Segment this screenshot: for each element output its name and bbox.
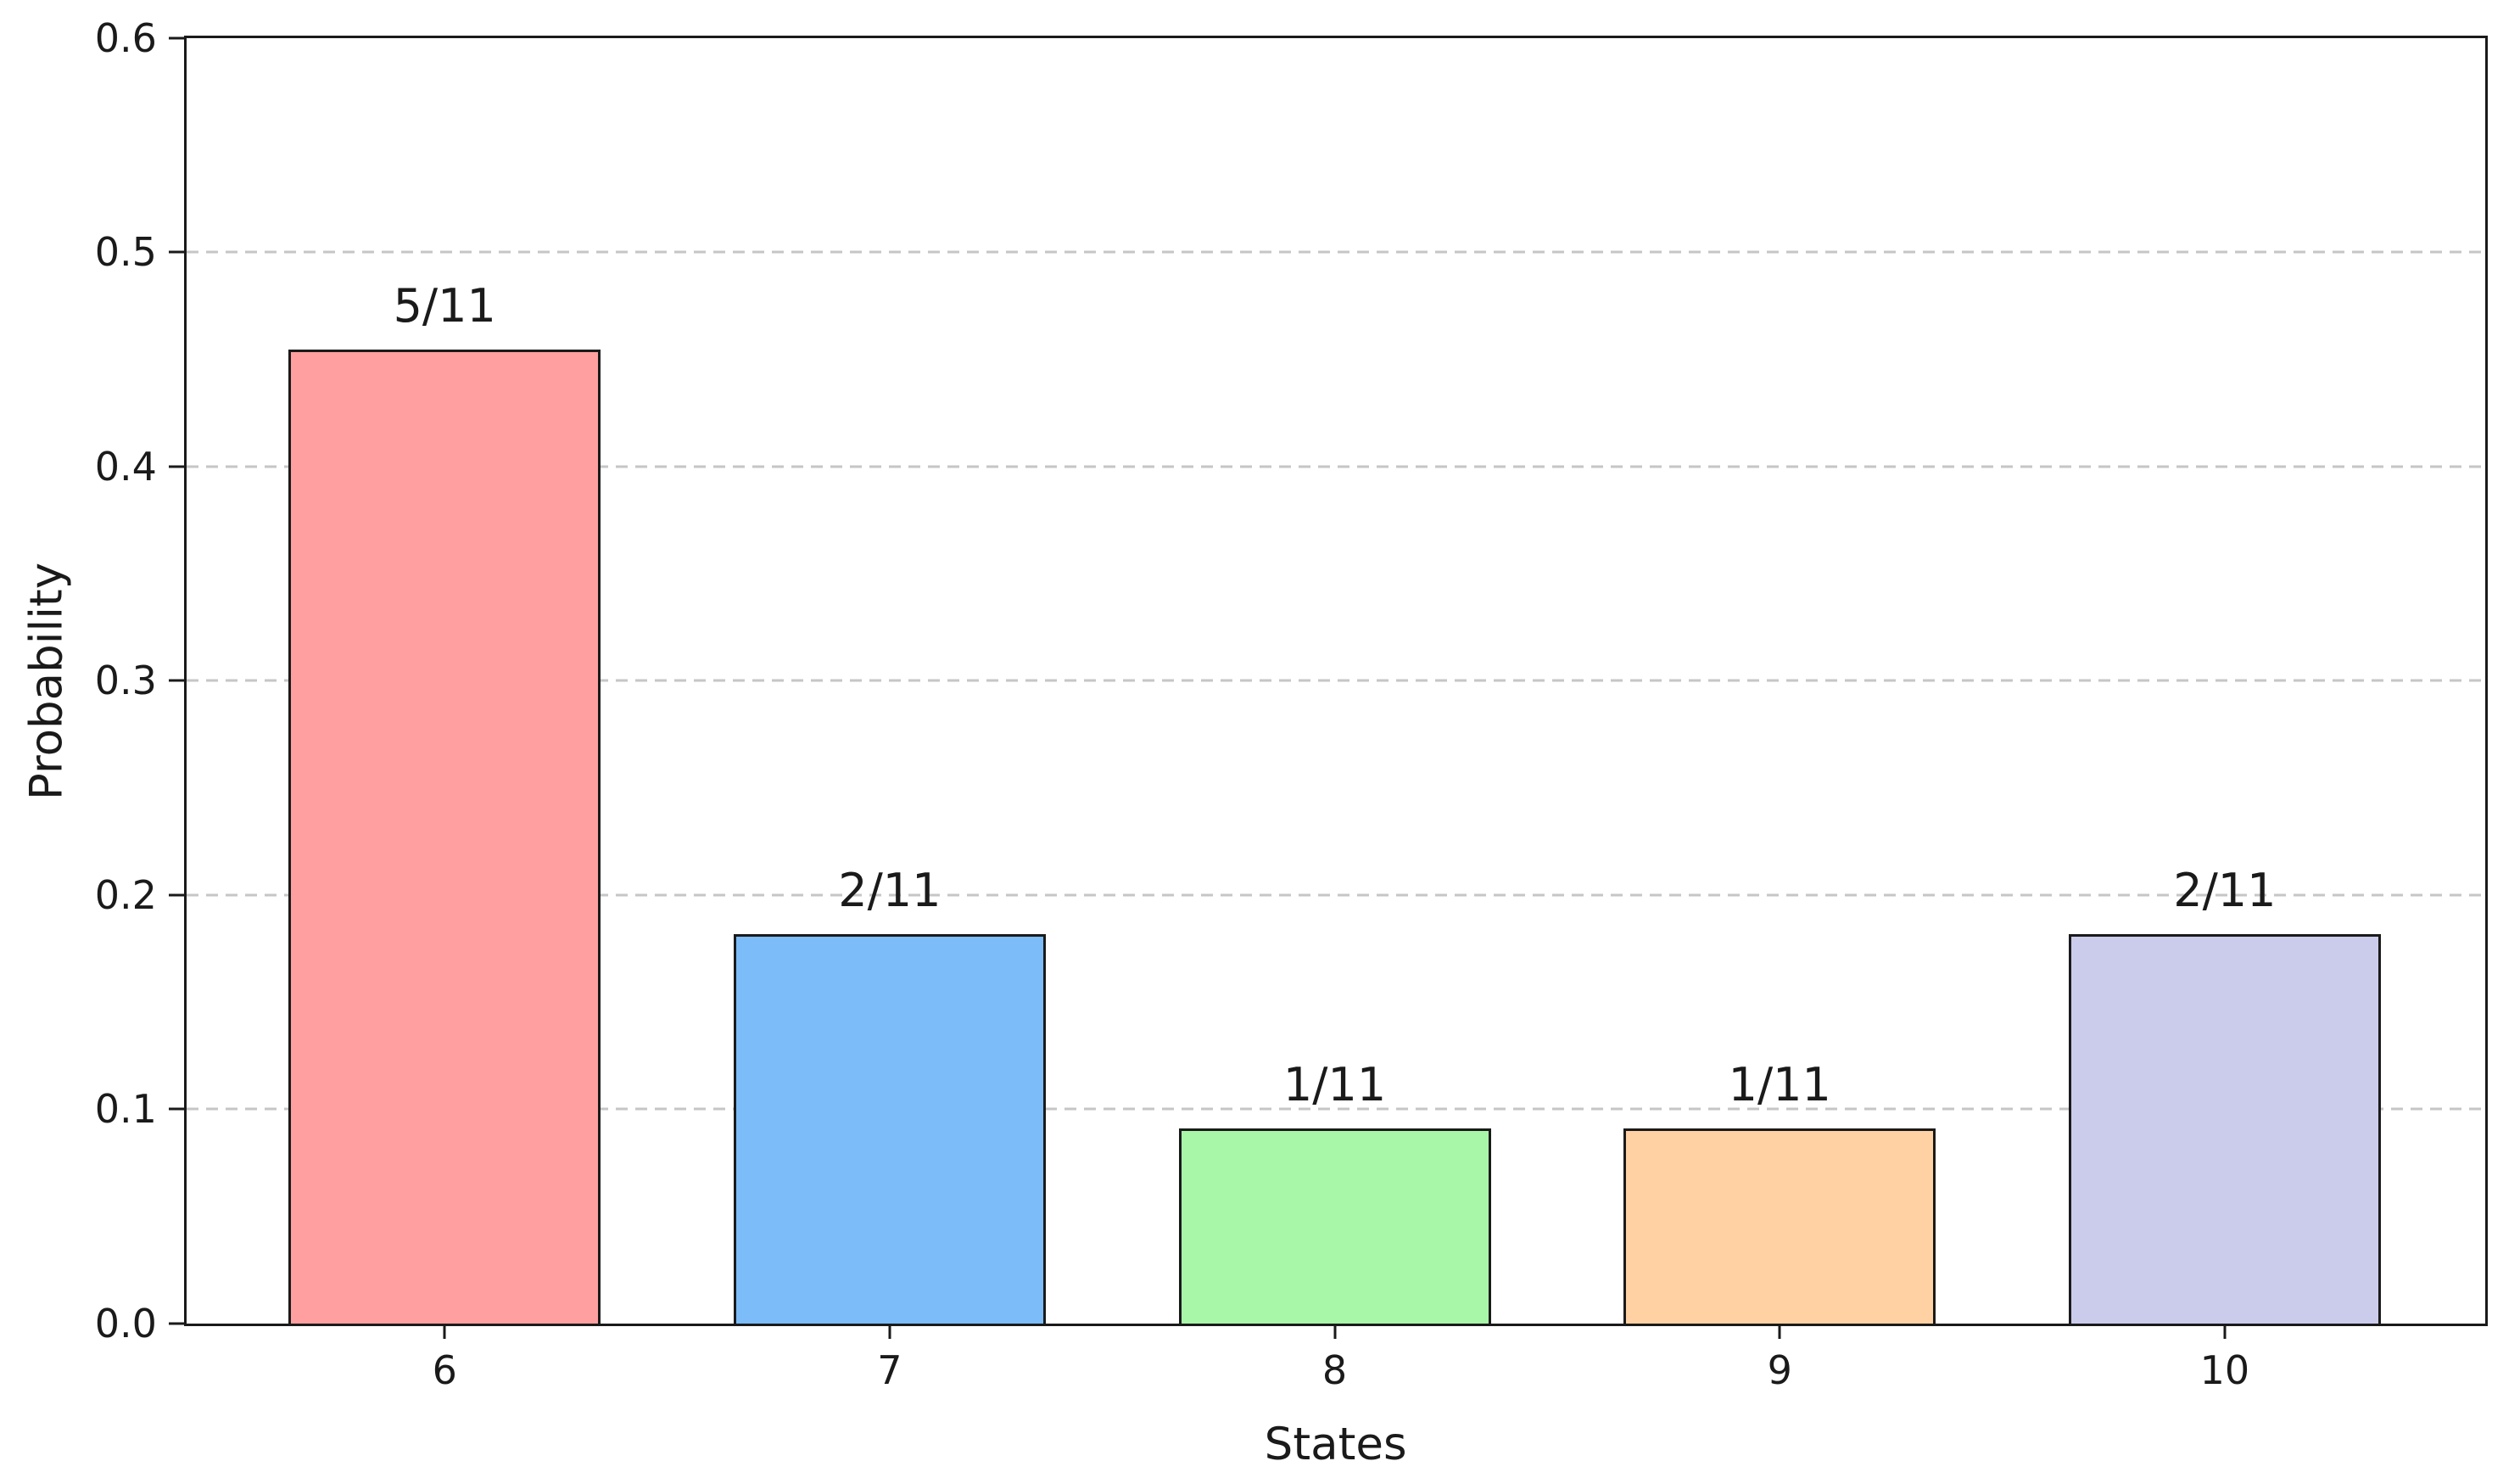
bar-8 xyxy=(1178,1128,1491,1324)
bar-value-label: 5/11 xyxy=(393,279,496,333)
x-tick-mark xyxy=(443,1323,446,1339)
x-tick-label: 10 xyxy=(2199,1346,2250,1393)
y-axis-label: Probability xyxy=(20,562,73,801)
y-tick-label: 0.1 xyxy=(94,1086,157,1133)
y-tick-label: 0.4 xyxy=(94,443,157,490)
gridline xyxy=(186,679,2485,682)
y-tick-mark xyxy=(168,679,184,682)
bar-7 xyxy=(733,933,1046,1324)
y-tick-label: 0.3 xyxy=(94,658,157,704)
x-tick-label: 8 xyxy=(1321,1346,1348,1393)
gridline xyxy=(186,465,2485,468)
x-tick-label: 9 xyxy=(1767,1346,1792,1393)
plot-area: 0.0 0.1 0.2 0.3 0.4 0.5 0.6 5/11 6 2/11 7 1/11 8 1/11… xyxy=(95,19,2488,1390)
x-tick-label: 6 xyxy=(432,1346,457,1393)
y-tick-label: 0.6 xyxy=(94,14,157,61)
y-tick-mark xyxy=(168,465,184,468)
x-tick-mark xyxy=(2223,1323,2227,1339)
bar-value-label: 2/11 xyxy=(838,863,942,917)
x-tick-mark xyxy=(888,1323,891,1339)
y-tick-label: 0.2 xyxy=(94,871,157,918)
gridline xyxy=(186,893,2485,897)
x-axis-label: States xyxy=(1264,1418,1407,1470)
x-tick-mark xyxy=(1333,1323,1337,1339)
bar-value-label: 1/11 xyxy=(1728,1058,1831,1112)
y-tick-label: 0.0 xyxy=(94,1300,157,1346)
bar-value-label: 1/11 xyxy=(1282,1058,1387,1112)
bar-10 xyxy=(2068,933,2381,1324)
bar-value-label: 2/11 xyxy=(2173,863,2277,917)
y-tick-mark xyxy=(168,1107,184,1111)
y-tick-mark xyxy=(168,1322,184,1325)
gridline xyxy=(186,250,2485,254)
y-tick-mark xyxy=(168,36,184,40)
x-tick-label: 7 xyxy=(877,1346,902,1393)
y-tick-mark xyxy=(168,893,184,897)
y-tick-mark xyxy=(168,250,184,254)
bar-9 xyxy=(1623,1128,1936,1324)
x-tick-mark xyxy=(1778,1323,1781,1339)
bar-6 xyxy=(288,350,601,1324)
y-tick-label: 0.5 xyxy=(94,229,157,276)
gridline xyxy=(186,1107,2485,1111)
